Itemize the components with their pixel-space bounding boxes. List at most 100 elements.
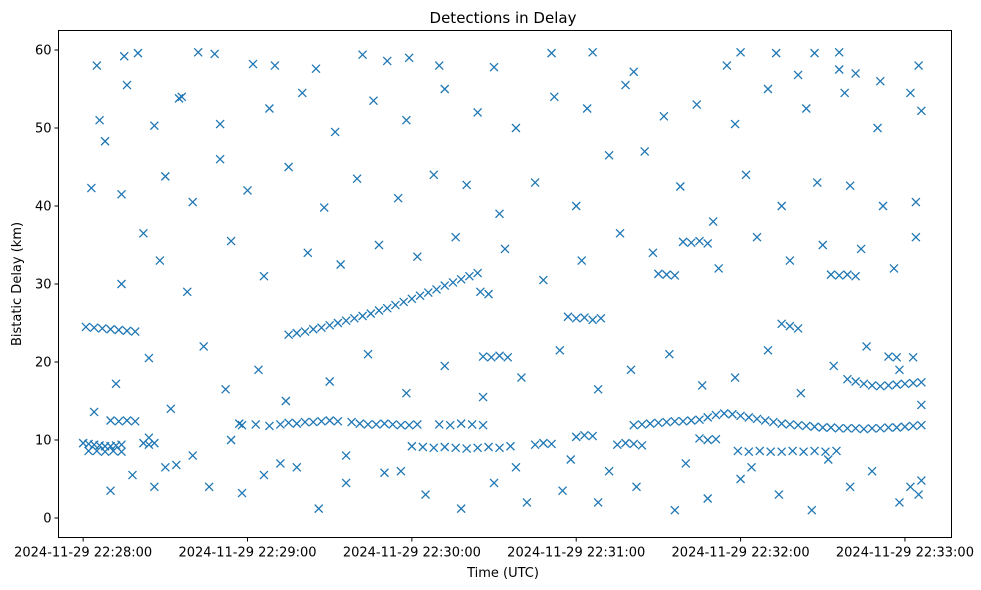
data-point [875,76,885,86]
data-point [270,61,280,71]
data-point [341,316,351,326]
data-point [736,474,746,484]
data-point [489,478,499,488]
y-tick-label: 0 [43,512,51,527]
data-point [916,377,926,387]
data-point [842,270,852,280]
data-point [333,416,343,426]
data-point [399,297,409,307]
data-point [829,361,839,371]
data-point [193,47,203,57]
data-point [506,441,515,451]
data-point [875,381,885,391]
data-point [653,269,663,279]
data-point [878,201,888,211]
data-point [95,115,105,125]
data-point [577,256,587,266]
data-point [371,419,381,429]
data-point [621,80,630,90]
data-point [799,447,809,457]
data-point [867,423,877,433]
data-point [122,416,132,425]
data-point [284,330,294,340]
data-point [84,446,94,456]
data-point [81,322,91,332]
data-point [807,505,817,515]
x-axis: 2024-11-29 22:28:00 2024-11-29 22:29:00 20… [14,537,974,561]
data-point [911,232,921,242]
data-point [777,201,787,211]
y-tick-label: 40 [35,200,52,215]
data-point [308,417,318,427]
data-point [662,417,672,427]
data-point [774,490,784,500]
data-point [144,440,154,450]
data-point [588,315,598,325]
data-point [818,423,828,432]
data-point [382,303,392,313]
data-point [380,468,389,478]
data-point [464,271,474,281]
data-point [122,80,132,90]
x-tick-label: 2024-11-29 22:33:00 [836,546,974,561]
data-point [678,416,688,426]
plot-area [78,47,926,515]
data-point [905,482,915,492]
data-point [914,490,924,500]
data-point [793,420,803,430]
data-point [432,285,441,294]
data-point [462,180,472,190]
data-point [777,447,787,457]
data-point [538,275,548,285]
data-point [777,419,787,429]
data-point [155,256,165,266]
data-point [130,327,140,337]
data-point [467,419,477,429]
data-point [851,377,861,386]
data-point [810,446,819,456]
data-point [300,327,310,337]
data-point [415,291,425,301]
data-point [588,431,598,441]
data-point [547,48,557,58]
data-point [114,416,124,426]
data-point [892,352,902,362]
data-point [254,365,263,375]
data-point [916,420,926,430]
data-point [440,84,450,94]
data-point [875,423,885,433]
data-point [662,270,672,280]
data-point [908,421,918,431]
data-point [144,353,154,363]
data-point [889,263,899,273]
data-point [511,123,521,133]
data-point [215,119,225,129]
data-point [292,328,302,338]
y-tick-label: 60 [35,44,52,59]
data-point [92,61,102,71]
data-point [325,377,335,386]
data-point [894,365,904,375]
data-point [695,415,704,425]
data-point [407,441,417,451]
data-point [429,170,439,180]
data-point [884,423,893,432]
data-point [404,420,414,430]
data-point [434,61,444,71]
data-point [908,378,918,388]
data-point [210,49,220,59]
data-point [788,446,798,456]
data-point [653,418,663,428]
data-point [264,104,274,113]
data-point [281,396,291,406]
data-point [763,84,773,94]
data-point [604,150,614,160]
data-point [486,352,496,362]
data-point [563,312,573,322]
data-point [711,434,721,444]
data-point [856,244,866,254]
data-point [801,421,811,431]
x-tick-label: 2024-11-29 22:29:00 [178,546,316,561]
data-point [440,361,450,371]
